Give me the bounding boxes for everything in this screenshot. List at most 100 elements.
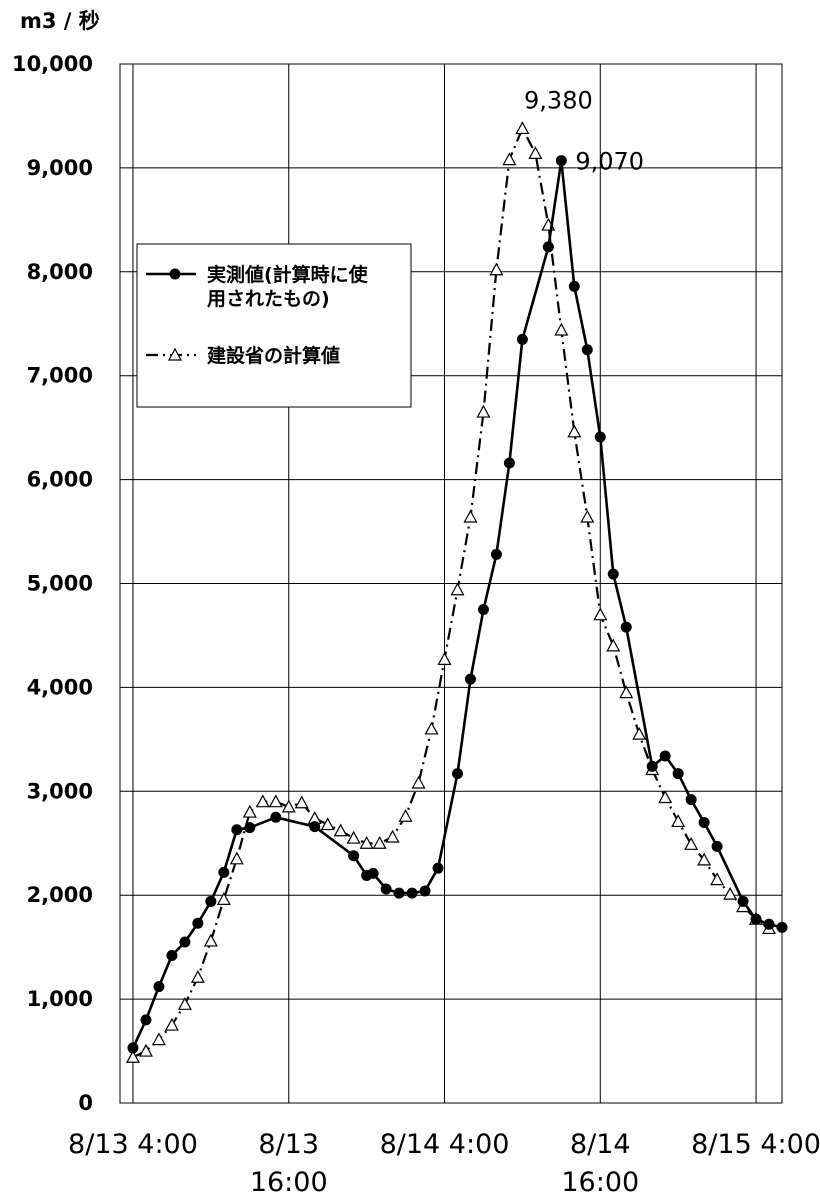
data-point-measured — [504, 457, 515, 468]
x-tick-label: 8/14 — [570, 1129, 631, 1160]
data-point-calculated — [633, 728, 645, 739]
legend-label: 建設省の計算値 — [207, 344, 340, 367]
y-tick-label: 4,000 — [27, 675, 93, 699]
data-point-measured — [478, 604, 489, 615]
x-tick-label: 16:00 — [250, 1167, 328, 1198]
data-point-measured — [218, 867, 229, 878]
data-point-calculated — [244, 806, 256, 817]
data-point-calculated — [166, 1019, 178, 1030]
data-point-calculated — [374, 837, 386, 848]
data-point-measured — [381, 883, 392, 894]
grid-lines — [120, 64, 782, 1103]
data-point-calculated — [231, 853, 243, 864]
data-point-measured — [166, 950, 177, 961]
data-point-calculated — [322, 819, 334, 830]
data-point-calculated — [192, 971, 204, 982]
data-point-calculated — [711, 874, 723, 885]
data-point-measured — [192, 918, 203, 929]
data-point-measured — [608, 569, 619, 580]
y-tick-label: 9,000 — [27, 156, 93, 180]
data-point-measured — [270, 812, 281, 823]
data-point-measured — [738, 896, 749, 907]
annotations: 9,380 9,070 — [524, 86, 644, 175]
data-point-calculated — [153, 1034, 165, 1045]
data-point-measured — [170, 269, 181, 280]
data-point-calculated — [179, 998, 191, 1009]
y-tick-label: 0 — [78, 1091, 93, 1115]
data-point-measured — [244, 822, 255, 833]
data-point-calculated — [400, 810, 412, 821]
data-point-calculated — [555, 324, 567, 335]
data-point-calculated — [426, 723, 438, 734]
data-point-calculated — [607, 640, 619, 651]
data-point-measured — [127, 1042, 138, 1053]
legend-label: 実測値(計算時に使 — [207, 263, 369, 286]
data-point-measured — [543, 241, 554, 252]
data-point-measured — [140, 1014, 151, 1025]
data-point-measured — [582, 344, 593, 355]
data-point-calculated — [581, 511, 593, 522]
x-axis: 8/13 4:00 8/1316:008/14 4:00 8/1416:008/15… — [68, 1129, 820, 1198]
y-unit-label: m3 / 秒 — [20, 9, 100, 33]
legend-label: 用されたもの) — [207, 288, 330, 310]
data-point-measured — [751, 914, 762, 925]
x-tick-label: 8/14 4:00 — [380, 1129, 510, 1160]
data-point-measured — [556, 155, 567, 166]
data-point-measured — [153, 981, 164, 992]
data-point-calculated — [205, 935, 217, 946]
data-point-calculated — [672, 815, 684, 826]
data-point-calculated — [296, 797, 308, 808]
data-point-calculated — [451, 584, 463, 595]
data-point-calculated — [516, 122, 528, 133]
data-point-measured — [699, 817, 710, 828]
data-point-measured — [777, 922, 788, 933]
data-point-calculated — [413, 777, 425, 788]
data-point-calculated — [387, 831, 399, 842]
y-tick-label: 6,000 — [27, 468, 93, 492]
data-point-measured — [205, 896, 216, 907]
data-point-calculated — [490, 264, 502, 275]
data-point-calculated — [659, 792, 671, 803]
y-tick-label: 5,000 — [27, 572, 93, 596]
data-point-calculated — [439, 653, 451, 664]
y-tick-label: 7,000 — [27, 364, 93, 388]
data-point-calculated — [335, 825, 347, 836]
data-point-measured — [764, 919, 775, 930]
data-point-measured — [420, 886, 431, 897]
data-point-measured — [595, 432, 606, 443]
data-point-measured — [686, 794, 697, 805]
data-point-measured — [673, 768, 684, 779]
peak-value-label: 9,380 — [524, 86, 593, 114]
data-point-measured — [368, 868, 379, 879]
data-point-calculated — [270, 796, 282, 807]
data-point-calculated — [594, 609, 606, 620]
data-point-measured — [660, 750, 671, 761]
data-point-measured — [621, 622, 632, 633]
y-tick-label: 1,000 — [27, 987, 93, 1011]
data-point-measured — [517, 334, 528, 345]
data-point-measured — [712, 841, 723, 852]
data-point-measured — [394, 888, 405, 899]
data-point-measured — [569, 281, 580, 292]
x-tick-label: 8/13 — [258, 1129, 319, 1160]
y-tick-label: 3,000 — [27, 779, 93, 803]
data-point-calculated — [140, 1045, 152, 1056]
data-point-calculated — [503, 154, 515, 165]
data-point-measured — [179, 936, 190, 947]
data-point-calculated — [620, 687, 632, 698]
data-point-calculated — [685, 838, 697, 849]
data-point-measured — [452, 768, 463, 779]
data-point-measured — [465, 674, 476, 685]
x-tick-label: 16:00 — [561, 1167, 639, 1198]
x-tick-label: 8/15 4:00 — [691, 1129, 820, 1160]
data-point-measured — [407, 888, 418, 899]
data-point-calculated — [477, 406, 489, 417]
data-point-measured — [309, 821, 320, 832]
y-tick-label: 10,000 — [12, 52, 93, 76]
y-tick-label: 8,000 — [27, 260, 93, 284]
y-tick-label: 2,000 — [27, 883, 93, 907]
data-point-measured — [491, 549, 502, 560]
data-point-calculated — [464, 511, 476, 522]
data-point-calculated — [568, 426, 580, 437]
